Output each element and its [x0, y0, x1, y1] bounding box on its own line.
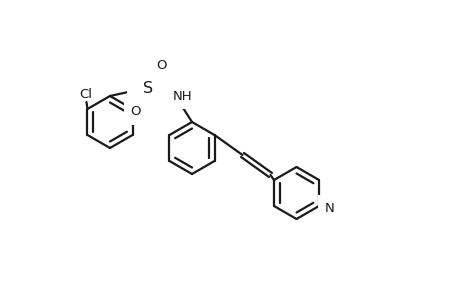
Text: Cl: Cl: [79, 88, 92, 101]
Text: S: S: [143, 80, 153, 95]
Text: NH: NH: [173, 89, 192, 103]
Text: O: O: [130, 105, 141, 118]
Text: O: O: [157, 59, 167, 72]
Text: N: N: [325, 202, 334, 214]
